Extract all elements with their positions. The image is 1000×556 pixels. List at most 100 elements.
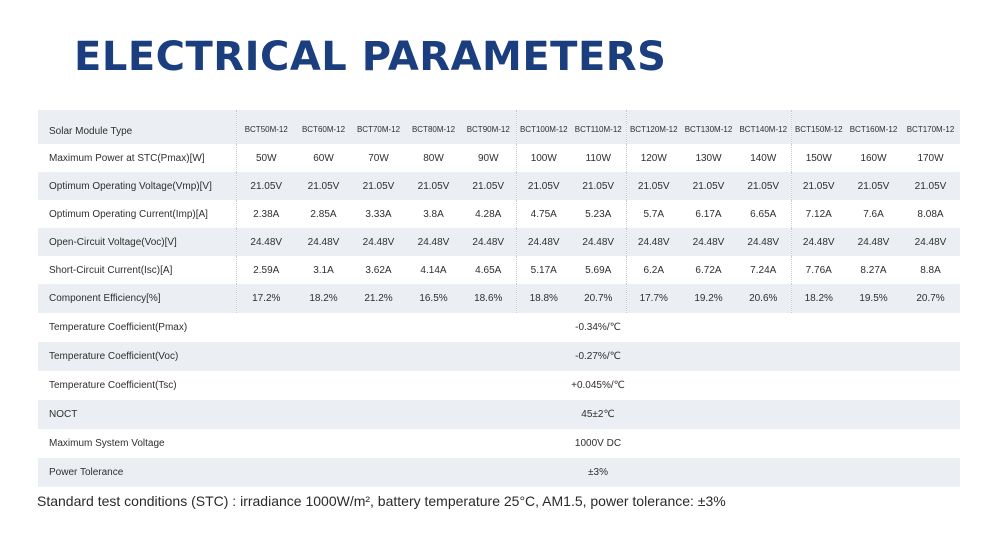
model-name: BCT110M-12: [571, 110, 626, 144]
row-label: NOCT: [38, 399, 236, 429]
row-value: 21.05V: [681, 172, 736, 201]
model-name: BCT150M-12: [790, 110, 846, 144]
table-row: Temperature Coefficient(Tsc) +0.045%/℃: [38, 371, 960, 400]
row-value: 21.05V: [235, 172, 296, 201]
row-label: Open-Circuit Voltage(Voc)[V]: [38, 228, 236, 257]
row-value: 21.05V: [296, 172, 351, 201]
row-value: 3.33A: [365, 208, 392, 220]
row-value: 24.48V: [351, 228, 406, 257]
row-value: 24.48V: [461, 228, 516, 257]
row-value: 70W: [368, 152, 389, 164]
row-label: Short-Circuit Current(Isc)[A]: [49, 264, 173, 276]
row-value: 80W: [423, 152, 444, 164]
header-label: Solar Module Type: [38, 110, 236, 144]
row-value: 21.05V: [846, 172, 901, 201]
row-label: Temperature Coefficient(Pmax): [49, 321, 188, 333]
row-label: Optimum Operating Current(Imp)[A]: [49, 208, 208, 220]
row-value: 160W: [860, 152, 887, 164]
row-value: 24.48V: [296, 228, 351, 257]
model-name: BCT100M-12: [515, 110, 571, 144]
row-value: 24.48V: [736, 228, 791, 257]
table-header-row: Solar Module Type BCT50M-12 BCT60M-12 BCT70…: [38, 110, 960, 144]
row-value: 21.05V: [351, 172, 406, 201]
row-value: 21.05V: [790, 172, 846, 201]
row-value: -0.34%/℃: [575, 321, 621, 333]
row-value: 24.48V: [846, 228, 901, 257]
row-value: +0.045%/℃: [571, 379, 625, 391]
row-value: 3.1A: [313, 264, 334, 276]
row-label: Optimum Operating Voltage(Vmp)[V]: [38, 172, 236, 201]
row-value: 5.69A: [585, 264, 612, 276]
row-label: Temperature Coefficient(Tsc): [49, 379, 177, 391]
row-value: 18.8%: [515, 284, 571, 313]
model-name: BCT50M-12: [235, 110, 296, 144]
row-value: 4.65A: [475, 264, 502, 276]
table-row: NOCT 45±2℃: [38, 399, 960, 429]
row-value: 7.24A: [750, 264, 777, 276]
row-value: 120W: [625, 144, 681, 173]
row-value: ±3%: [236, 457, 960, 487]
model-name: BCT140M-12: [736, 110, 791, 144]
row-value: 5.17A: [515, 256, 571, 285]
row-value: 1000V DC: [574, 437, 622, 449]
row-value: 21.05V: [406, 172, 461, 201]
row-value: 21.05V: [625, 172, 681, 201]
row-value: 2.38A: [235, 200, 296, 229]
row-value: 170W: [917, 152, 944, 164]
row-value: 18.2%: [790, 284, 846, 313]
row-value: 4.14A: [420, 264, 447, 276]
row-label: Maximum System Voltage: [49, 437, 165, 449]
row-value: 21.05V: [736, 172, 791, 201]
row-value: 24.48V: [406, 228, 461, 257]
row-value: 24.48V: [515, 228, 571, 257]
row-value: 90W: [477, 152, 499, 164]
row-value: -0.27%/℃: [236, 341, 960, 371]
table-row: Power Tolerance ±3%: [38, 457, 960, 487]
row-value: 7.76A: [790, 256, 846, 285]
row-value: 16.5%: [406, 284, 461, 313]
model-name: BCT120M-12: [625, 110, 681, 144]
model-name: BCT170M-12: [901, 110, 960, 144]
row-value: 21.05V: [461, 172, 516, 201]
row-value: 24.48V: [901, 228, 960, 257]
row-value: 8.08A: [917, 208, 944, 220]
page-title: ELECTRICAL PARAMETERS: [74, 34, 667, 80]
row-value: 6.17A: [695, 208, 722, 220]
row-value: 5.23A: [585, 208, 612, 220]
table-row: Maximum System Voltage 1000V DC: [38, 429, 960, 458]
row-label: Component Efficiency[%]: [38, 284, 236, 313]
row-value: 60W: [313, 152, 334, 164]
table-row: Temperature Coefficient(Pmax) -0.34%/℃: [38, 313, 960, 342]
row-value: 8.8A: [920, 264, 941, 276]
row-label: Maximum Power at STC(Pmax)[W]: [49, 152, 205, 164]
model-name: BCT70M-12: [351, 110, 406, 144]
row-value: 6.2A: [625, 256, 681, 285]
row-value: 17.2%: [235, 284, 296, 313]
row-value: 2.59A: [235, 256, 296, 285]
model-name: BCT90M-12: [461, 110, 516, 144]
row-label: Power Tolerance: [38, 457, 236, 487]
row-value: 4.28A: [475, 208, 502, 220]
row-value: 17.7%: [625, 284, 681, 313]
row-value: 6.65A: [750, 208, 777, 220]
model-name: BCT130M-12: [681, 110, 736, 144]
row-value: 3.8A: [423, 208, 444, 220]
row-value: 21.05V: [901, 172, 960, 201]
row-value: 150W: [790, 144, 846, 173]
row-value: 2.85A: [310, 208, 337, 220]
row-value: 21.05V: [515, 172, 571, 201]
row-value: 20.6%: [736, 284, 791, 313]
row-value: 50W: [235, 144, 296, 173]
row-value: 20.7%: [571, 284, 626, 313]
row-value: 5.7A: [625, 200, 681, 229]
row-value: 21.2%: [351, 284, 406, 313]
row-value: 18.6%: [461, 284, 516, 313]
model-name: BCT160M-12: [846, 110, 901, 144]
row-value: 100W: [515, 144, 571, 173]
row-value: 19.2%: [681, 284, 736, 313]
row-value: 110W: [585, 152, 611, 164]
model-name: BCT80M-12: [406, 110, 461, 144]
row-value: 24.48V: [235, 228, 296, 257]
row-value: 19.5%: [846, 284, 901, 313]
row-value: 7.6A: [863, 208, 884, 220]
